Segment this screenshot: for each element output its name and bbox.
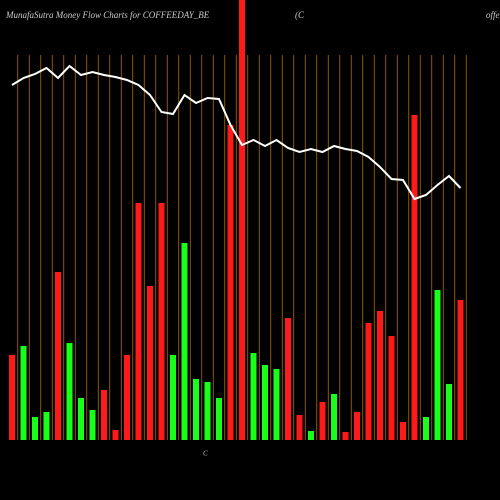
bar [262,365,268,440]
bar [423,417,429,440]
bar [319,402,326,440]
bar [55,272,61,440]
bar [273,369,280,440]
bar [457,300,464,440]
bar [9,355,15,440]
bar [239,0,245,440]
bar [354,412,360,440]
bar [112,430,119,440]
chart-subtitle: (C [295,10,305,20]
bar [365,323,372,440]
money-flow-line [11,64,462,201]
bar [204,382,211,440]
bar [193,379,199,440]
bar [377,311,383,440]
bar [20,346,27,440]
bar [181,243,188,440]
bar [400,422,406,440]
bar [308,431,314,440]
bar [32,417,38,440]
bar [342,432,349,440]
bar [388,336,395,440]
bar [135,203,142,440]
bar [78,398,84,440]
bar [446,384,452,440]
bar [43,412,50,440]
bar [158,203,165,440]
bar [285,318,291,440]
bar [296,415,303,440]
bar [147,286,153,440]
bar [250,353,257,440]
bar [101,390,107,440]
bar [66,343,73,440]
bar [331,394,337,440]
corner-text: offe [486,10,500,20]
bar [124,355,130,440]
bar [170,355,176,440]
bar [411,115,418,440]
axis-marker: C [203,450,208,458]
chart-title: MunafaSutra Money Flow Charts for COFFEE… [5,10,210,20]
bar [227,125,234,440]
bar [434,290,441,440]
bar [89,410,96,440]
bar [216,398,222,440]
